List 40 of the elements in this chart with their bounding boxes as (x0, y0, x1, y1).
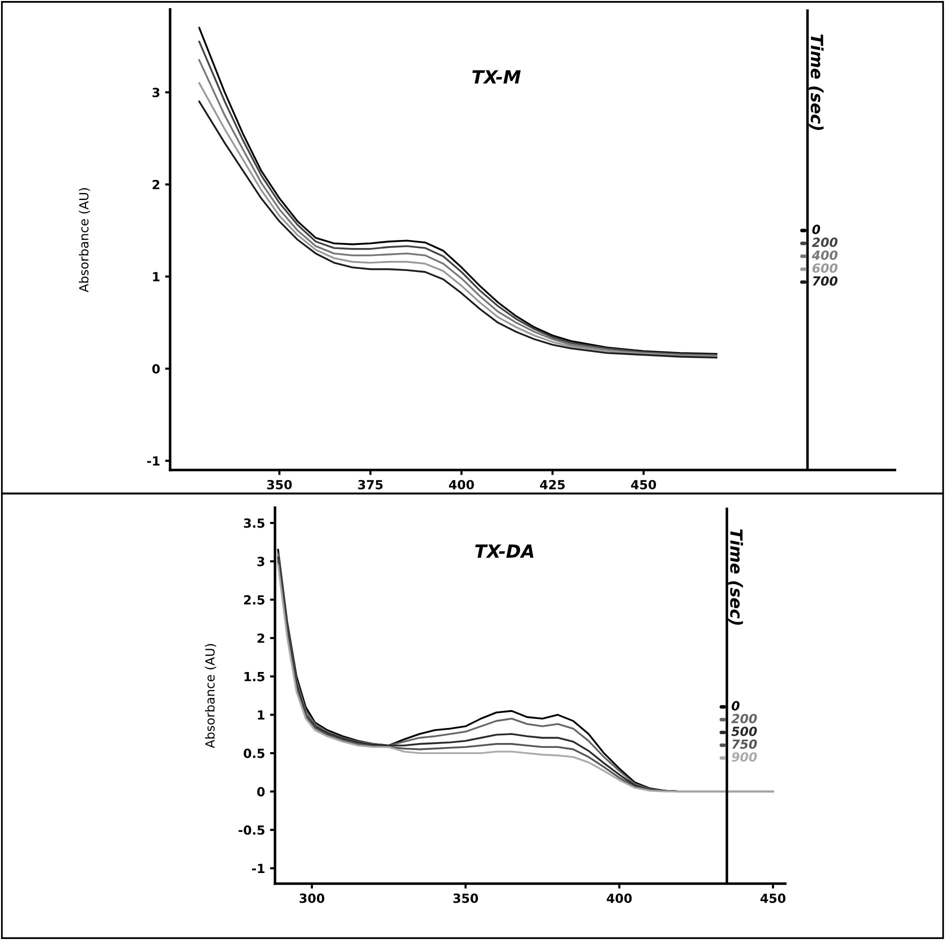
y-tick-label: -1 (252, 864, 264, 873)
y-tick-label: -1 (147, 456, 160, 466)
y-tick-label: 1 (153, 272, 160, 282)
y-tick-label: 1 (258, 710, 264, 720)
legend-label: 900 (732, 752, 757, 762)
x-tick-label: 400 (449, 480, 474, 490)
legend-label: 200 (812, 238, 838, 248)
x-tick-label: 300 (300, 894, 324, 903)
y-axis-title: Absorbance (AU) (78, 188, 90, 292)
legend-label: 700 (812, 276, 838, 286)
y-tick-label: 0 (152, 364, 160, 374)
text: TX-M (472, 70, 521, 84)
x-tick-label: 375 (358, 480, 383, 490)
x-tick-label: 400 (606, 894, 632, 903)
y-tick-label: 1.5 (244, 672, 264, 682)
legend-label: 0 (812, 224, 820, 234)
legend-label: 500 (731, 726, 757, 736)
legend-label: 600 (812, 263, 838, 273)
x-tick-label: 450 (760, 894, 786, 903)
y-tick-label: 2.5 (244, 595, 264, 605)
y-tick-label: 0.5 (244, 748, 264, 758)
y-tick-label: -0.5 (238, 825, 264, 835)
legend-label: 750 (732, 739, 757, 749)
y-tick-label: 2 (258, 634, 264, 643)
y-tick-label: 3.5 (244, 518, 264, 528)
x-tick-label: 425 (540, 480, 565, 490)
y-tick-label: 0 (257, 786, 265, 796)
text: TX-DA (475, 544, 534, 558)
y-tick-label: 2 (152, 180, 160, 190)
legend-label: 200 (731, 714, 757, 724)
legend-label: 400 (812, 250, 838, 260)
ref-line-label: Time (sec) (808, 34, 824, 130)
y-tick-label: 3 (152, 88, 160, 98)
x-tick-label: 350 (453, 894, 478, 903)
x-tick-label: 350 (267, 480, 292, 490)
ref-line-label: Time (sec) (728, 529, 744, 625)
x-tick-label: 450 (631, 480, 656, 490)
y-axis-title: Absorbance (AU) (205, 644, 216, 748)
y-tick-label: 3 (257, 556, 264, 566)
legend-label: 0 (732, 701, 740, 711)
